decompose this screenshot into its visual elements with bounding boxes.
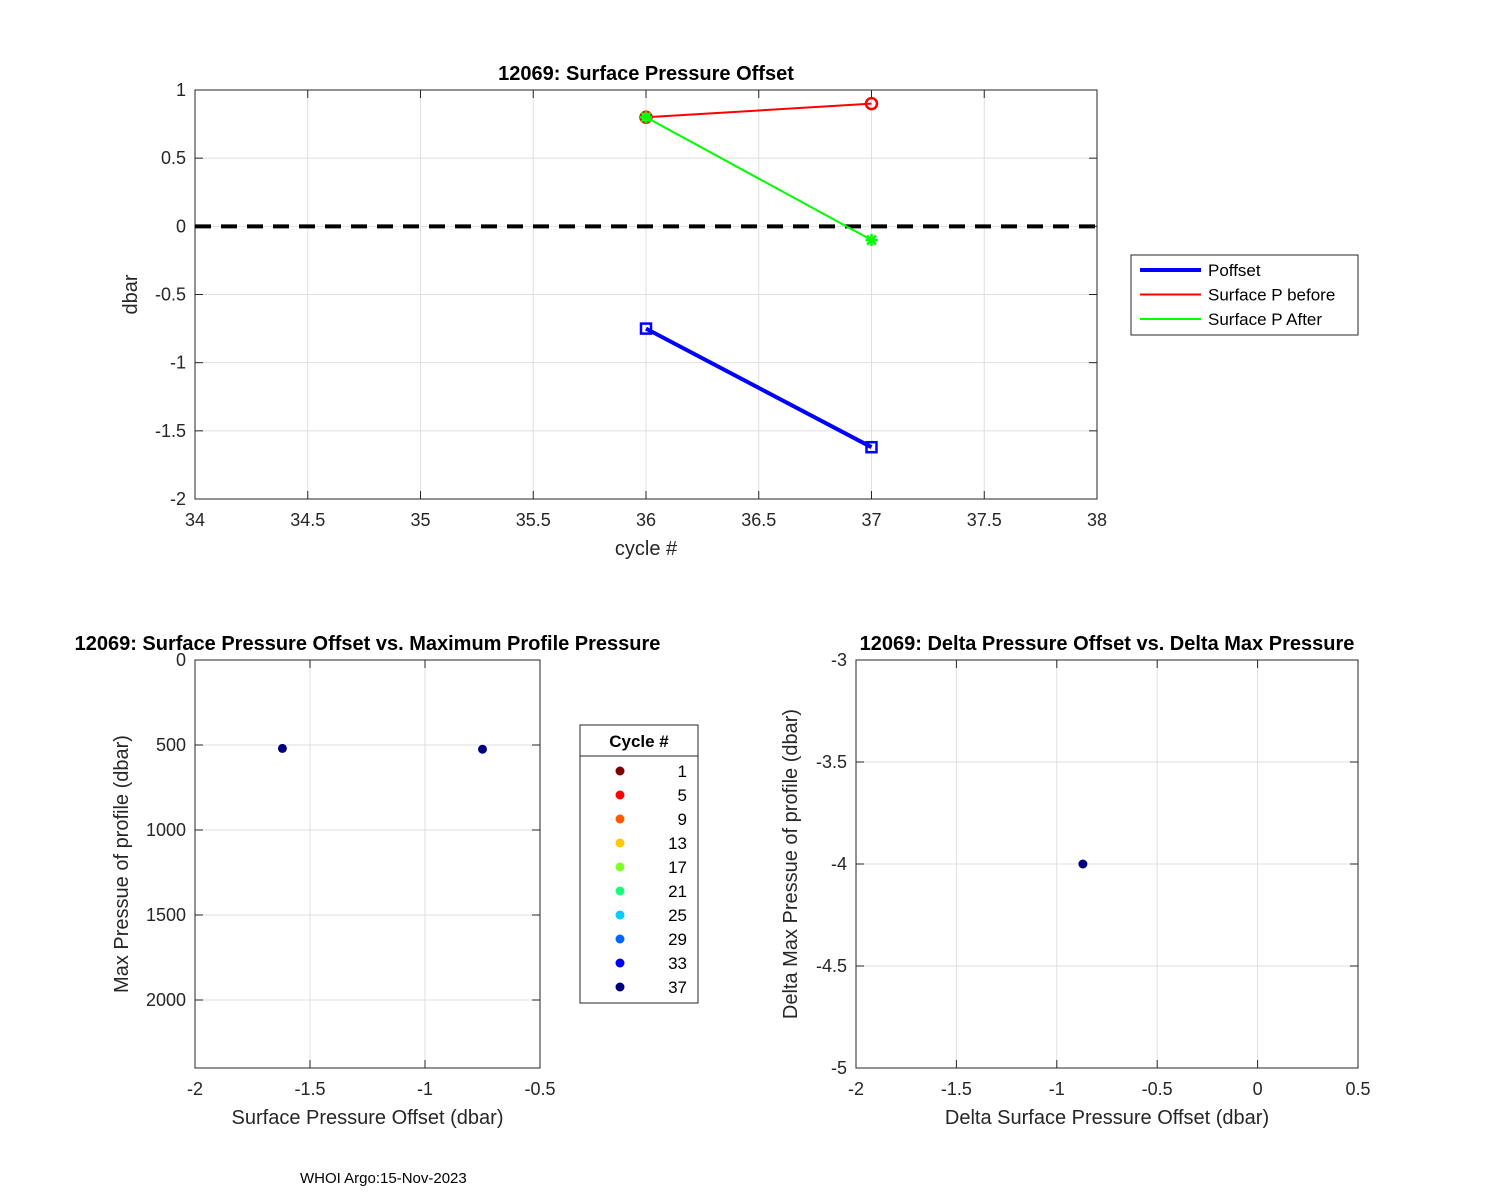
legend-entry-label: 21 [668,882,687,901]
x-tick-label: 34.5 [290,510,325,530]
x-tick-label: 35.5 [516,510,551,530]
x-axis-label: Delta Surface Pressure Offset (dbar) [945,1107,1269,1129]
x-tick-label: -1.5 [294,1079,325,1099]
plot-area [195,660,540,1068]
x-axis-label: cycle # [615,538,678,560]
legend-entry-label: 25 [668,906,687,925]
cycle-legend: Cycle # 1 5 9 13 17 21 25 29 33 37 [579,724,699,1004]
legend-marker [615,982,625,992]
x-tick-label: 36 [636,510,656,530]
data-point-square [639,322,653,335]
legend-entry-label: 33 [668,954,687,973]
series-line-poffset [645,326,873,449]
legend-entry-label: 13 [668,834,687,853]
x-tick-label: -0.5 [1142,1079,1173,1099]
scatter-point [478,744,487,754]
y-axis-label: Delta Max Pressue of profile (dbar) [780,709,802,1019]
y-tick-label: 0 [176,650,186,670]
legend: Poffset Surface P before Surface P After [1130,254,1359,336]
y-tick-label: 0.5 [161,148,186,168]
y-tick-label: -3.5 [816,752,847,772]
x-axis-label: Surface Pressure Offset (dbar) [232,1107,504,1129]
y-tick-label: 1000 [146,820,186,840]
footer-note: WHOI Argo:15-Nov-2023 [300,1170,467,1187]
delta-offset-vs-delta-max-chart: -2 -1.5 -1 -0.5 0 0.5 -5 -4.5 -4 -3.5 -3 12069: Del… [780,633,1371,1129]
legend-marker [615,862,625,872]
legend-marker [615,790,625,800]
y-tick-label: -0.5 [155,285,186,305]
y-tick-label: -1.5 [155,421,186,441]
chart-title: 12069: Delta Pressure Offset vs. Delta M… [860,633,1355,655]
y-tick-label: -1 [170,353,186,373]
x-tick-label: -2 [187,1079,203,1099]
x-tick-label: 35 [410,510,430,530]
y-tick-label: 1 [176,80,186,100]
x-tick-label: 37 [861,510,881,530]
scatter-point [277,743,287,753]
series-line-surface-p-before [645,102,872,119]
chart-title: 12069: Surface Pressure Offset vs. Maxim… [75,633,661,655]
legend-entry-label: Poffset [1208,261,1261,280]
legend-marker [615,958,625,968]
legend-marker [615,814,625,824]
scatter-point [1078,859,1088,869]
legend-entry-label: Surface P After [1208,310,1322,329]
y-tick-label: 0 [176,216,186,236]
x-tick-label: 38 [1087,510,1107,530]
data-point-square [865,440,878,454]
y-tick-label: 1500 [146,905,186,925]
legend-marker [615,766,625,776]
x-tick-label: 37.5 [967,510,1002,530]
y-tick-label: -4.5 [816,956,847,976]
x-tick-label: -1 [1049,1079,1065,1099]
x-tick-label: -0.5 [524,1079,555,1099]
offset-vs-max-pressure-chart: -2 -1.5 -1 -0.5 0 500 1000 1500 2000 12069: Surfa… [75,633,699,1129]
x-tick-label: 0.5 [1345,1079,1370,1099]
legend-marker [615,910,625,920]
y-tick-label: -3 [831,650,847,670]
surface-pressure-offset-chart: 34 34.5 35 35.5 36 36.5 37 37.5 38 -2 -1.5 -1 -0.5 0 0… [120,63,1359,560]
y-tick-label: -2 [170,489,186,509]
x-tick-label: -2 [848,1079,864,1099]
legend-entry-label: 37 [668,978,687,997]
legend-entry-label: Surface P before [1208,286,1335,305]
legend-box [579,724,699,1004]
y-axis-label: Max Pressue of profile (dbar) [111,735,133,993]
y-tick-label: -5 [831,1058,847,1078]
x-tick-label: -1.5 [941,1079,972,1099]
series-line-surface-p-after [645,116,872,241]
legend-entry-label: 1 [678,762,687,781]
legend-entry-label: 17 [668,858,687,877]
y-tick-label: 2000 [146,990,186,1010]
legend-title: Cycle # [609,732,669,751]
legend-marker [615,838,625,848]
y-tick-label: -4 [831,854,847,874]
x-tick-label: 34 [185,510,205,530]
x-tick-label: -1 [417,1079,433,1099]
x-tick-label: 0 [1253,1079,1263,1099]
data-point-circle [864,96,879,111]
legend-entry-label: 29 [668,930,687,949]
legend-entry-label: 5 [678,786,687,805]
chart-title: 12069: Surface Pressure Offset [498,63,794,85]
data-point-asterisk [865,233,878,246]
legend-marker [615,934,625,944]
legend-marker [615,886,625,896]
data-point-asterisk [640,111,652,124]
y-tick-label: 500 [156,735,186,755]
legend-entry-label: 9 [678,810,687,829]
y-axis-label: dbar [120,274,142,314]
axes-frame [194,659,541,1069]
x-tick-label: 36.5 [741,510,776,530]
